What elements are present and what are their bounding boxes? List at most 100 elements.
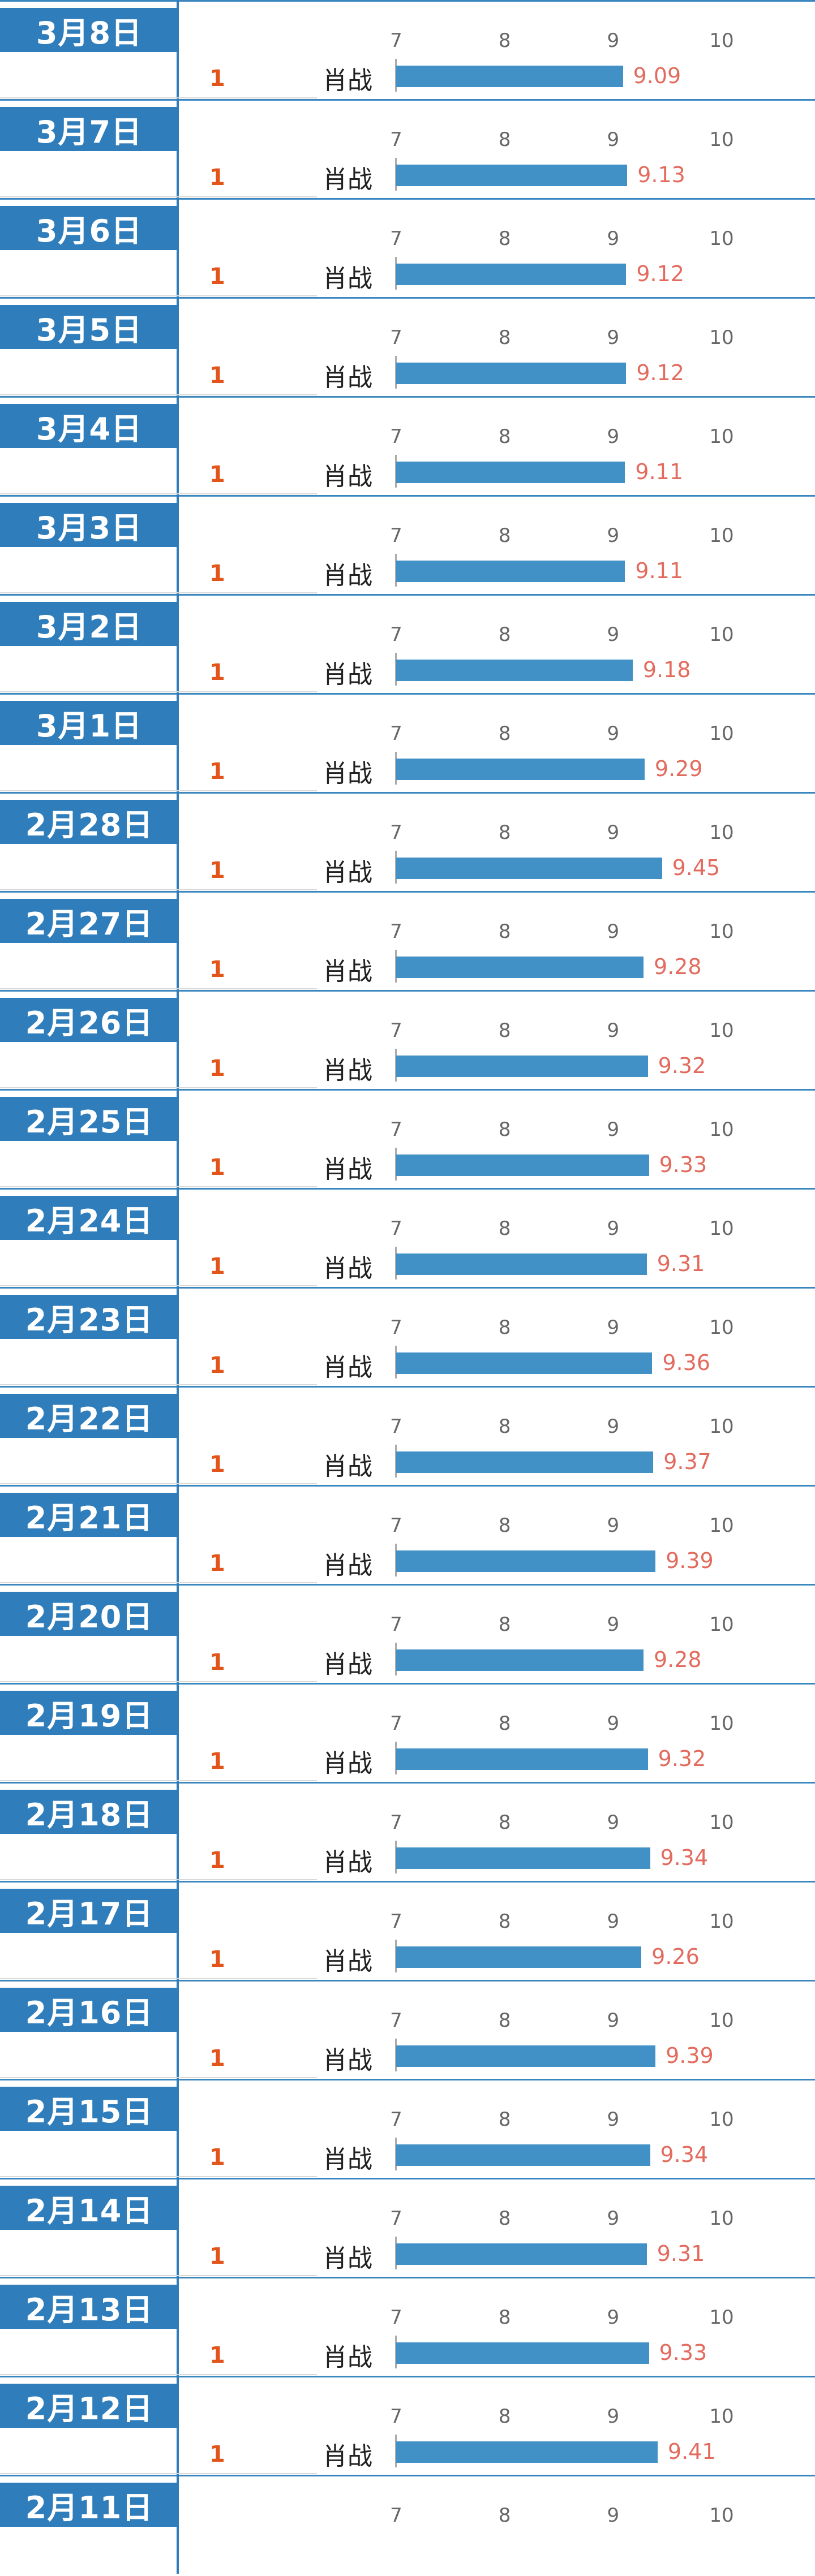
- score-value: 9.26: [651, 1944, 700, 1969]
- axis-tick-label: 9: [607, 1514, 620, 1537]
- score-value: 9.11: [635, 459, 684, 484]
- row-baseline: [0, 1978, 317, 1979]
- score-bar: [396, 2144, 650, 2166]
- row-divider: [0, 198, 815, 200]
- axis-tick-label: 8: [498, 2207, 511, 2230]
- axis-tick-label: 7: [390, 2207, 402, 2230]
- rank-number: 1: [209, 1155, 225, 1181]
- ranking-row: 2月14日 7 8 9 10 1 肖战 9.31: [0, 2178, 815, 2277]
- axis-tick-label: 10: [709, 1910, 734, 1933]
- axis-tick-label: 7: [390, 2108, 402, 2131]
- ranking-row: 2月23日 7 8 9 10 1 肖战 9.36: [0, 1287, 815, 1386]
- star-name: 肖战: [323, 1056, 372, 1085]
- axis-tick-label: 9: [607, 524, 620, 547]
- row-baseline: [0, 691, 317, 692]
- axis-tick-label: 10: [709, 2108, 734, 2131]
- score-bar: [396, 462, 625, 483]
- star-name: 肖战: [323, 2244, 372, 2273]
- ranking-row: 3月3日 7 8 9 10 1 肖战 9.11: [0, 495, 815, 594]
- row-divider: [0, 594, 815, 596]
- date-label: 3月1日: [0, 701, 178, 745]
- row-divider: [0, 1386, 815, 1388]
- score-bar: [396, 1748, 648, 1770]
- score-bar: [396, 1056, 648, 1077]
- axis-tick-label: 10: [709, 920, 734, 943]
- axis-tick-label: 9: [607, 1019, 620, 1042]
- score-value: 9.34: [660, 2142, 709, 2167]
- axis-tick-label: 10: [709, 1118, 734, 1141]
- date-label: 2月15日: [0, 2087, 178, 2131]
- axis-tick-label: 7: [390, 2009, 402, 2032]
- ranking-row: 2月20日 7 8 9 10 1 肖战 9.28: [0, 1584, 815, 1683]
- row-baseline: [0, 1879, 317, 1880]
- score-value: 9.33: [659, 2340, 707, 2365]
- score-bar: [396, 1847, 650, 1869]
- axis-tick-label: 8: [498, 1118, 511, 1141]
- axis-line: [395, 752, 397, 785]
- row-divider: [0, 792, 815, 794]
- star-name: 肖战: [323, 1353, 372, 1382]
- score-value: 9.41: [667, 2439, 716, 2464]
- row-baseline: [0, 1384, 317, 1385]
- axis-tick-label: 9: [607, 326, 620, 349]
- axis-tick-label: 7: [390, 1613, 402, 1636]
- axis-line: [395, 1445, 397, 1477]
- date-label: 2月14日: [0, 2186, 178, 2230]
- date-label: 2月13日: [0, 2285, 178, 2329]
- axis-tick-label: 9: [607, 2306, 620, 2329]
- row-baseline: [0, 1582, 317, 1583]
- row-baseline: [0, 592, 317, 593]
- axis-tick-label: 7: [390, 2405, 402, 2428]
- score-value: 9.28: [654, 954, 702, 979]
- score-value: 9.31: [657, 1251, 705, 1276]
- axis-line: [395, 257, 397, 290]
- axis-tick-label: 9: [607, 920, 620, 943]
- score-value: 9.13: [637, 162, 685, 187]
- rank-number: 1: [209, 1352, 225, 1379]
- star-name: 肖战: [323, 1155, 372, 1184]
- score-bar: [396, 1253, 647, 1275]
- axis-tick-label: 9: [607, 1613, 620, 1636]
- axis-tick-label: 9: [607, 2009, 620, 2032]
- ranking-row: 2月22日 7 8 9 10 1 肖战 9.37: [0, 1386, 815, 1485]
- axis-tick-label: 9: [607, 2405, 620, 2428]
- date-label: 2月17日: [0, 1889, 178, 1933]
- ranking-row: 3月7日 7 8 9 10 1 肖战 9.13: [0, 99, 815, 198]
- star-name: 肖战: [323, 264, 372, 293]
- row-baseline: [0, 1087, 317, 1088]
- axis-tick-label: 8: [498, 1415, 511, 1438]
- score-bar: [396, 2342, 649, 2364]
- star-name: 肖战: [323, 1551, 372, 1580]
- axis-tick-label: 8: [498, 2108, 511, 2131]
- axis-line: [395, 1742, 397, 1774]
- row-baseline: [0, 1780, 317, 1781]
- star-name: 肖战: [323, 2442, 372, 2471]
- score-value: 9.12: [636, 261, 684, 286]
- row-divider: [0, 99, 815, 101]
- ranking-row: 2月12日 7 8 9 10 1 肖战 9.41: [0, 2376, 815, 2475]
- score-value: 9.31: [657, 2241, 705, 2266]
- date-label: 2月12日: [0, 2384, 178, 2428]
- score-bar: [396, 2441, 658, 2463]
- rank-number: 1: [209, 1451, 225, 1477]
- axis-tick-label: 7: [390, 1217, 402, 1240]
- star-name: 肖战: [323, 1254, 372, 1283]
- row-divider: [0, 2079, 815, 2080]
- rank-number: 1: [209, 66, 225, 92]
- axis-tick-label: 7: [390, 623, 402, 646]
- row-baseline: [0, 493, 317, 494]
- date-label: 2月18日: [0, 1790, 178, 1834]
- score-value: 9.39: [666, 1548, 714, 1573]
- date-label: 2月25日: [0, 1097, 178, 1141]
- axis-tick-label: 8: [498, 722, 511, 745]
- axis-tick-label: 10: [709, 29, 734, 52]
- score-bar: [396, 165, 628, 186]
- axis-tick-label: 7: [390, 1316, 402, 1339]
- date-label: 2月21日: [0, 1493, 178, 1537]
- row-baseline: [0, 1285, 317, 1286]
- axis-tick-label: 9: [607, 1217, 620, 1240]
- ranking-row: 2月18日 7 8 9 10 1 肖战 9.34: [0, 1782, 815, 1881]
- row-divider: [0, 1485, 815, 1487]
- row-baseline: [0, 1681, 317, 1682]
- axis-line: [395, 851, 397, 884]
